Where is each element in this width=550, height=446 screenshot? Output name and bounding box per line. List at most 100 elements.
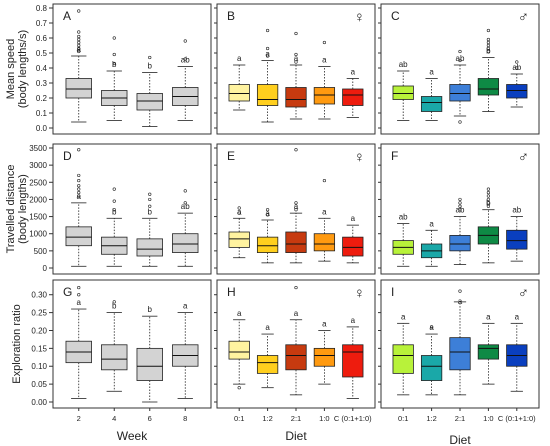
outlier-point — [266, 54, 270, 58]
y-tick-label: 0.1 — [36, 109, 48, 118]
y-tick-label: 0 — [43, 264, 48, 273]
outlier-point — [515, 60, 519, 64]
outlier-point — [77, 187, 81, 191]
box-1: a — [420, 323, 443, 396]
box-0: a — [392, 312, 414, 396]
outlier-point — [458, 197, 462, 202]
significance-letter: a — [265, 209, 270, 218]
significance-letter: a — [429, 219, 434, 228]
outlier-point — [183, 57, 187, 61]
iqr-box — [65, 78, 92, 99]
iqr-box — [172, 233, 199, 253]
box-3: a — [313, 319, 336, 385]
iqr-box — [65, 226, 92, 247]
outlier-point — [486, 43, 491, 48]
outlier-point — [486, 49, 491, 54]
panel-frame — [52, 3, 212, 135]
significance-letter: a — [294, 54, 299, 63]
outlier-point — [322, 178, 327, 183]
outlier-point — [294, 52, 298, 57]
male-symbol: ♂ — [518, 285, 529, 302]
y-tick-label: 0.0 — [36, 124, 48, 133]
significance-letter: a — [429, 68, 434, 77]
outlier-point — [486, 197, 491, 202]
significance-letter: a — [265, 50, 270, 59]
y-tick-label: 0.6 — [36, 34, 48, 43]
significance-letter: a — [351, 214, 356, 223]
significance-letter: ab — [512, 63, 521, 72]
outlier-point — [77, 49, 81, 54]
box-4: a — [342, 68, 364, 118]
significance-letter: b — [112, 60, 117, 69]
y-tick-label: 0.3 — [36, 79, 48, 88]
significance-letter: b — [148, 305, 153, 314]
significance-letter: a — [322, 207, 327, 216]
panel-g: 0.00 0.05 0.10 0.15 0.20 0.25 0.30 Ga 2 b 4 b 6 a 8 — [31, 279, 212, 423]
panel-e: E ♀ a a a a a — [214, 143, 376, 275]
panel-letter: F — [391, 149, 398, 163]
y-tick-label: 3500 — [29, 144, 47, 153]
outlier-point — [77, 46, 81, 51]
significance-letter: b — [148, 62, 153, 71]
row-label: Mean speed — [5, 39, 17, 100]
x-tick-label: 1:2 — [262, 414, 272, 423]
x-tick-label: 8 — [183, 414, 187, 423]
outlier-point — [183, 39, 187, 43]
iqr-box — [392, 85, 414, 100]
outlier-point — [458, 204, 462, 208]
outlier-point — [77, 194, 81, 198]
y-tick-label: 0.4 — [36, 64, 48, 73]
box-3: b — [477, 187, 500, 264]
panel-letter: I — [391, 285, 394, 299]
box-4: a — [342, 214, 364, 264]
panel-frame — [52, 279, 212, 409]
row-label: (body lengths/s) — [17, 30, 29, 108]
x-tick-label: 1:0 — [483, 414, 493, 423]
panel-frame — [216, 143, 376, 275]
iqr-box — [228, 340, 250, 360]
outlier-point — [148, 55, 152, 60]
outlier-point — [77, 43, 81, 48]
box-2: ab — [449, 197, 471, 265]
y-tick-label: 0.5 — [36, 49, 48, 58]
outlier-point — [77, 37, 81, 42]
x-tick-label: 1:0 — [319, 414, 329, 423]
box-3: b — [477, 28, 500, 112]
y-tick-label: 0.30 — [31, 291, 47, 300]
box-0: ab — [392, 60, 414, 121]
box-1: a — [420, 68, 443, 121]
outlier-point — [237, 386, 241, 390]
female-symbol: ♀ — [354, 9, 365, 26]
iqr-box — [136, 238, 163, 257]
iqr-box — [477, 344, 500, 360]
iqr-box — [313, 233, 336, 252]
significance-letter: a — [77, 45, 82, 54]
iqr-box — [477, 78, 500, 96]
box-1: a — [256, 323, 279, 389]
x-tick-label: 0:1 — [234, 414, 244, 423]
box-3: a — [477, 312, 500, 385]
outlier-point — [237, 206, 241, 210]
box-2: b — [136, 192, 163, 267]
iqr-box — [256, 236, 279, 253]
panel-h: H ♀ a 0:1 a 1:2 a 2:1 a 1:0 a C (0:1+1:0) — [214, 279, 376, 423]
outlier-point — [486, 46, 491, 51]
significance-letter: a — [401, 312, 406, 321]
outlier-point — [77, 34, 81, 39]
box-3: a — [313, 40, 336, 120]
outlier-point — [112, 300, 116, 304]
significance-letter: a — [458, 297, 463, 306]
panel-b: B ♀ a a a a a — [214, 3, 376, 135]
outlier-point — [77, 30, 81, 34]
x-tick-label: 4 — [112, 414, 116, 423]
outlier-point — [458, 120, 462, 124]
outlier-point — [486, 187, 491, 191]
box-2: a — [285, 148, 307, 264]
outlier-point — [77, 9, 81, 13]
y-tick-label: 0.00 — [31, 398, 47, 407]
outlier-point — [183, 201, 187, 205]
iqr-box — [285, 344, 307, 371]
panel-letter: A — [63, 9, 71, 23]
